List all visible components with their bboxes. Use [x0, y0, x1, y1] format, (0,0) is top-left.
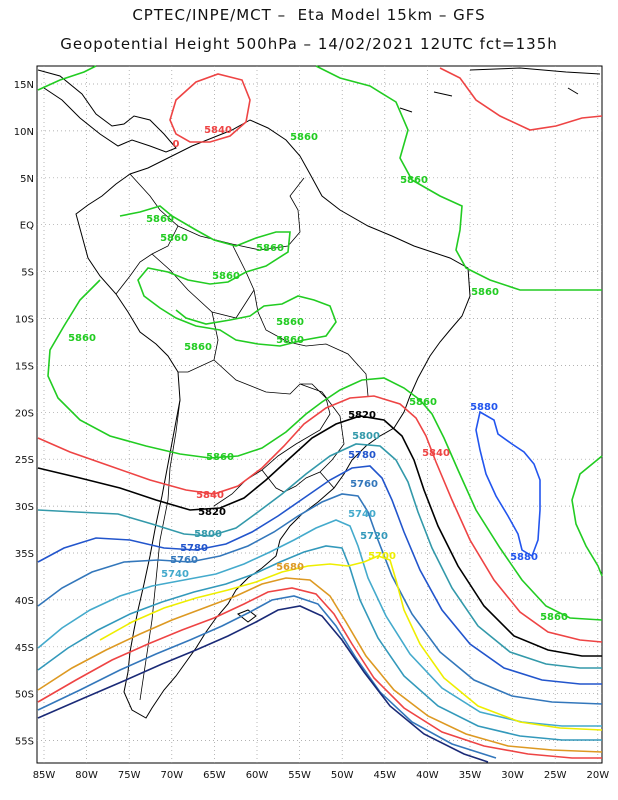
lat-tick-label: 45S — [15, 643, 34, 654]
contour-label: 5860 — [184, 342, 212, 353]
contour-label: 5860 — [256, 243, 284, 254]
contour-5640 — [37, 595, 497, 759]
lat-tick-label: 25S — [15, 455, 34, 466]
contour-label: 5840 — [204, 125, 232, 136]
lat-tick-label: 15S — [15, 361, 34, 372]
contour-label: 5860 — [276, 335, 304, 346]
contour-label: 5720 — [360, 531, 388, 542]
contour-label: 5780 — [180, 543, 208, 554]
lon-tick-label: 85W — [33, 770, 56, 781]
contour-5680 — [37, 577, 603, 753]
contour-5840 — [37, 395, 603, 643]
contour-5840-caribbean — [439, 67, 603, 131]
lon-tick-label: 80W — [75, 770, 98, 781]
political-borders — [115, 173, 369, 701]
contour-5820 — [37, 415, 602, 657]
contour-label: 5860 — [206, 452, 234, 463]
contour-label: 5760 — [350, 479, 378, 490]
contour-label: 5880 — [470, 402, 498, 413]
contour-5720 — [37, 545, 602, 741]
lon-tick-label: 40W — [416, 770, 439, 781]
contour-label: 5860 — [409, 397, 437, 408]
contour-5620 — [37, 605, 489, 763]
contour-5760 — [37, 493, 603, 705]
lat-tick-label: 20S — [15, 408, 34, 419]
lon-tick-label: 65W — [203, 770, 226, 781]
contour-label: 5800 — [194, 529, 222, 540]
lon-tick-label: 35W — [459, 770, 482, 781]
contour-5860-west — [47, 279, 603, 621]
contour-label: 5860 — [146, 214, 174, 225]
contour-label: 0 — [173, 139, 180, 150]
lon-tick-label: 55W — [288, 770, 311, 781]
height-contours — [37, 65, 603, 763]
lon-tick-label: 75W — [118, 770, 141, 781]
central-america-coastline — [37, 69, 177, 153]
lon-tick-label: 20W — [586, 770, 609, 781]
lon-tick-label: 30W — [501, 770, 524, 781]
contour-label: 5820 — [348, 410, 376, 421]
lon-tick-label: 70W — [160, 770, 183, 781]
contour-label: 5860 — [68, 333, 96, 344]
contour-label: 5860 — [160, 233, 188, 244]
lat-tick-label: 10N — [14, 127, 34, 138]
lon-tick-label: 25W — [544, 770, 567, 781]
contour-label: 5780 — [348, 450, 376, 461]
lat-tick-label: 15N — [14, 80, 34, 91]
lat-tick-label: 10S — [15, 315, 34, 326]
lat-tick-label: 35S — [15, 549, 34, 560]
lat-tick-label: 30S — [15, 502, 34, 513]
contour-5860-east — [571, 455, 603, 577]
contour-label: 5860 — [540, 612, 568, 623]
lat-tick-label: 5N — [20, 174, 34, 185]
contour-label: 5860 — [290, 132, 318, 143]
contour-label: 5840 — [422, 448, 450, 459]
contour-label: 5740 — [348, 509, 376, 520]
contour-5860-north — [37, 65, 602, 291]
map-title-line1: CPTEC/INPE/MCT – Eta Model 15km – GFS — [132, 6, 486, 24]
contour-label: 5860 — [276, 317, 304, 328]
contour-5800 — [37, 443, 602, 669]
contour-5660 — [37, 587, 602, 759]
lat-tick-label: 40S — [15, 596, 34, 607]
lon-tick-label: 60W — [246, 770, 269, 781]
contour-5880 — [475, 410, 541, 558]
contour-5840-north — [169, 73, 251, 143]
contour-label: 5880 — [510, 552, 538, 563]
map-title-line2: Geopotential Height 500hPa – 14/02/2021 … — [60, 35, 558, 53]
latitude-tick-labels: 15N 10N 5N EQ 5S 10S 15S 20S 25S 30S 35S 40S 45S 50S 5… — [14, 80, 34, 748]
contour-label: 5700 — [368, 551, 396, 562]
contour-labels: 5840 0 5860 5860 5860 5860 5860 5860 5860 5860 586… — [68, 125, 568, 623]
caribbean-islands — [399, 67, 601, 113]
lat-tick-label: EQ — [20, 221, 34, 232]
lon-tick-label: 45W — [373, 770, 396, 781]
contour-label: 5820 — [198, 507, 226, 518]
contour-label: 5860 — [400, 175, 428, 186]
contour-label: 5760 — [170, 555, 198, 566]
lat-tick-label: 50S — [15, 690, 34, 701]
contour-5780 — [37, 465, 602, 685]
contour-5860-interior — [119, 205, 337, 347]
contour-label: 5680 — [276, 562, 304, 573]
longitude-tick-labels: 85W 80W 75W 70W 65W 60W 55W 50W 45W 40W 35W 30W 25W 2… — [33, 770, 610, 781]
falklands — [237, 609, 257, 623]
contour-5700 — [99, 555, 603, 731]
lat-tick-label: 55S — [15, 737, 34, 748]
contour-5740 — [37, 519, 602, 727]
contour-label: 5800 — [352, 431, 380, 442]
contour-label: 5860 — [471, 287, 499, 298]
contour-label: 5860 — [212, 271, 240, 282]
map-frame — [36, 65, 603, 764]
lon-tick-label: 50W — [331, 770, 354, 781]
contour-label: 5740 — [161, 569, 189, 580]
contour-label: 5840 — [196, 490, 224, 501]
lat-tick-label: 5S — [21, 268, 34, 279]
